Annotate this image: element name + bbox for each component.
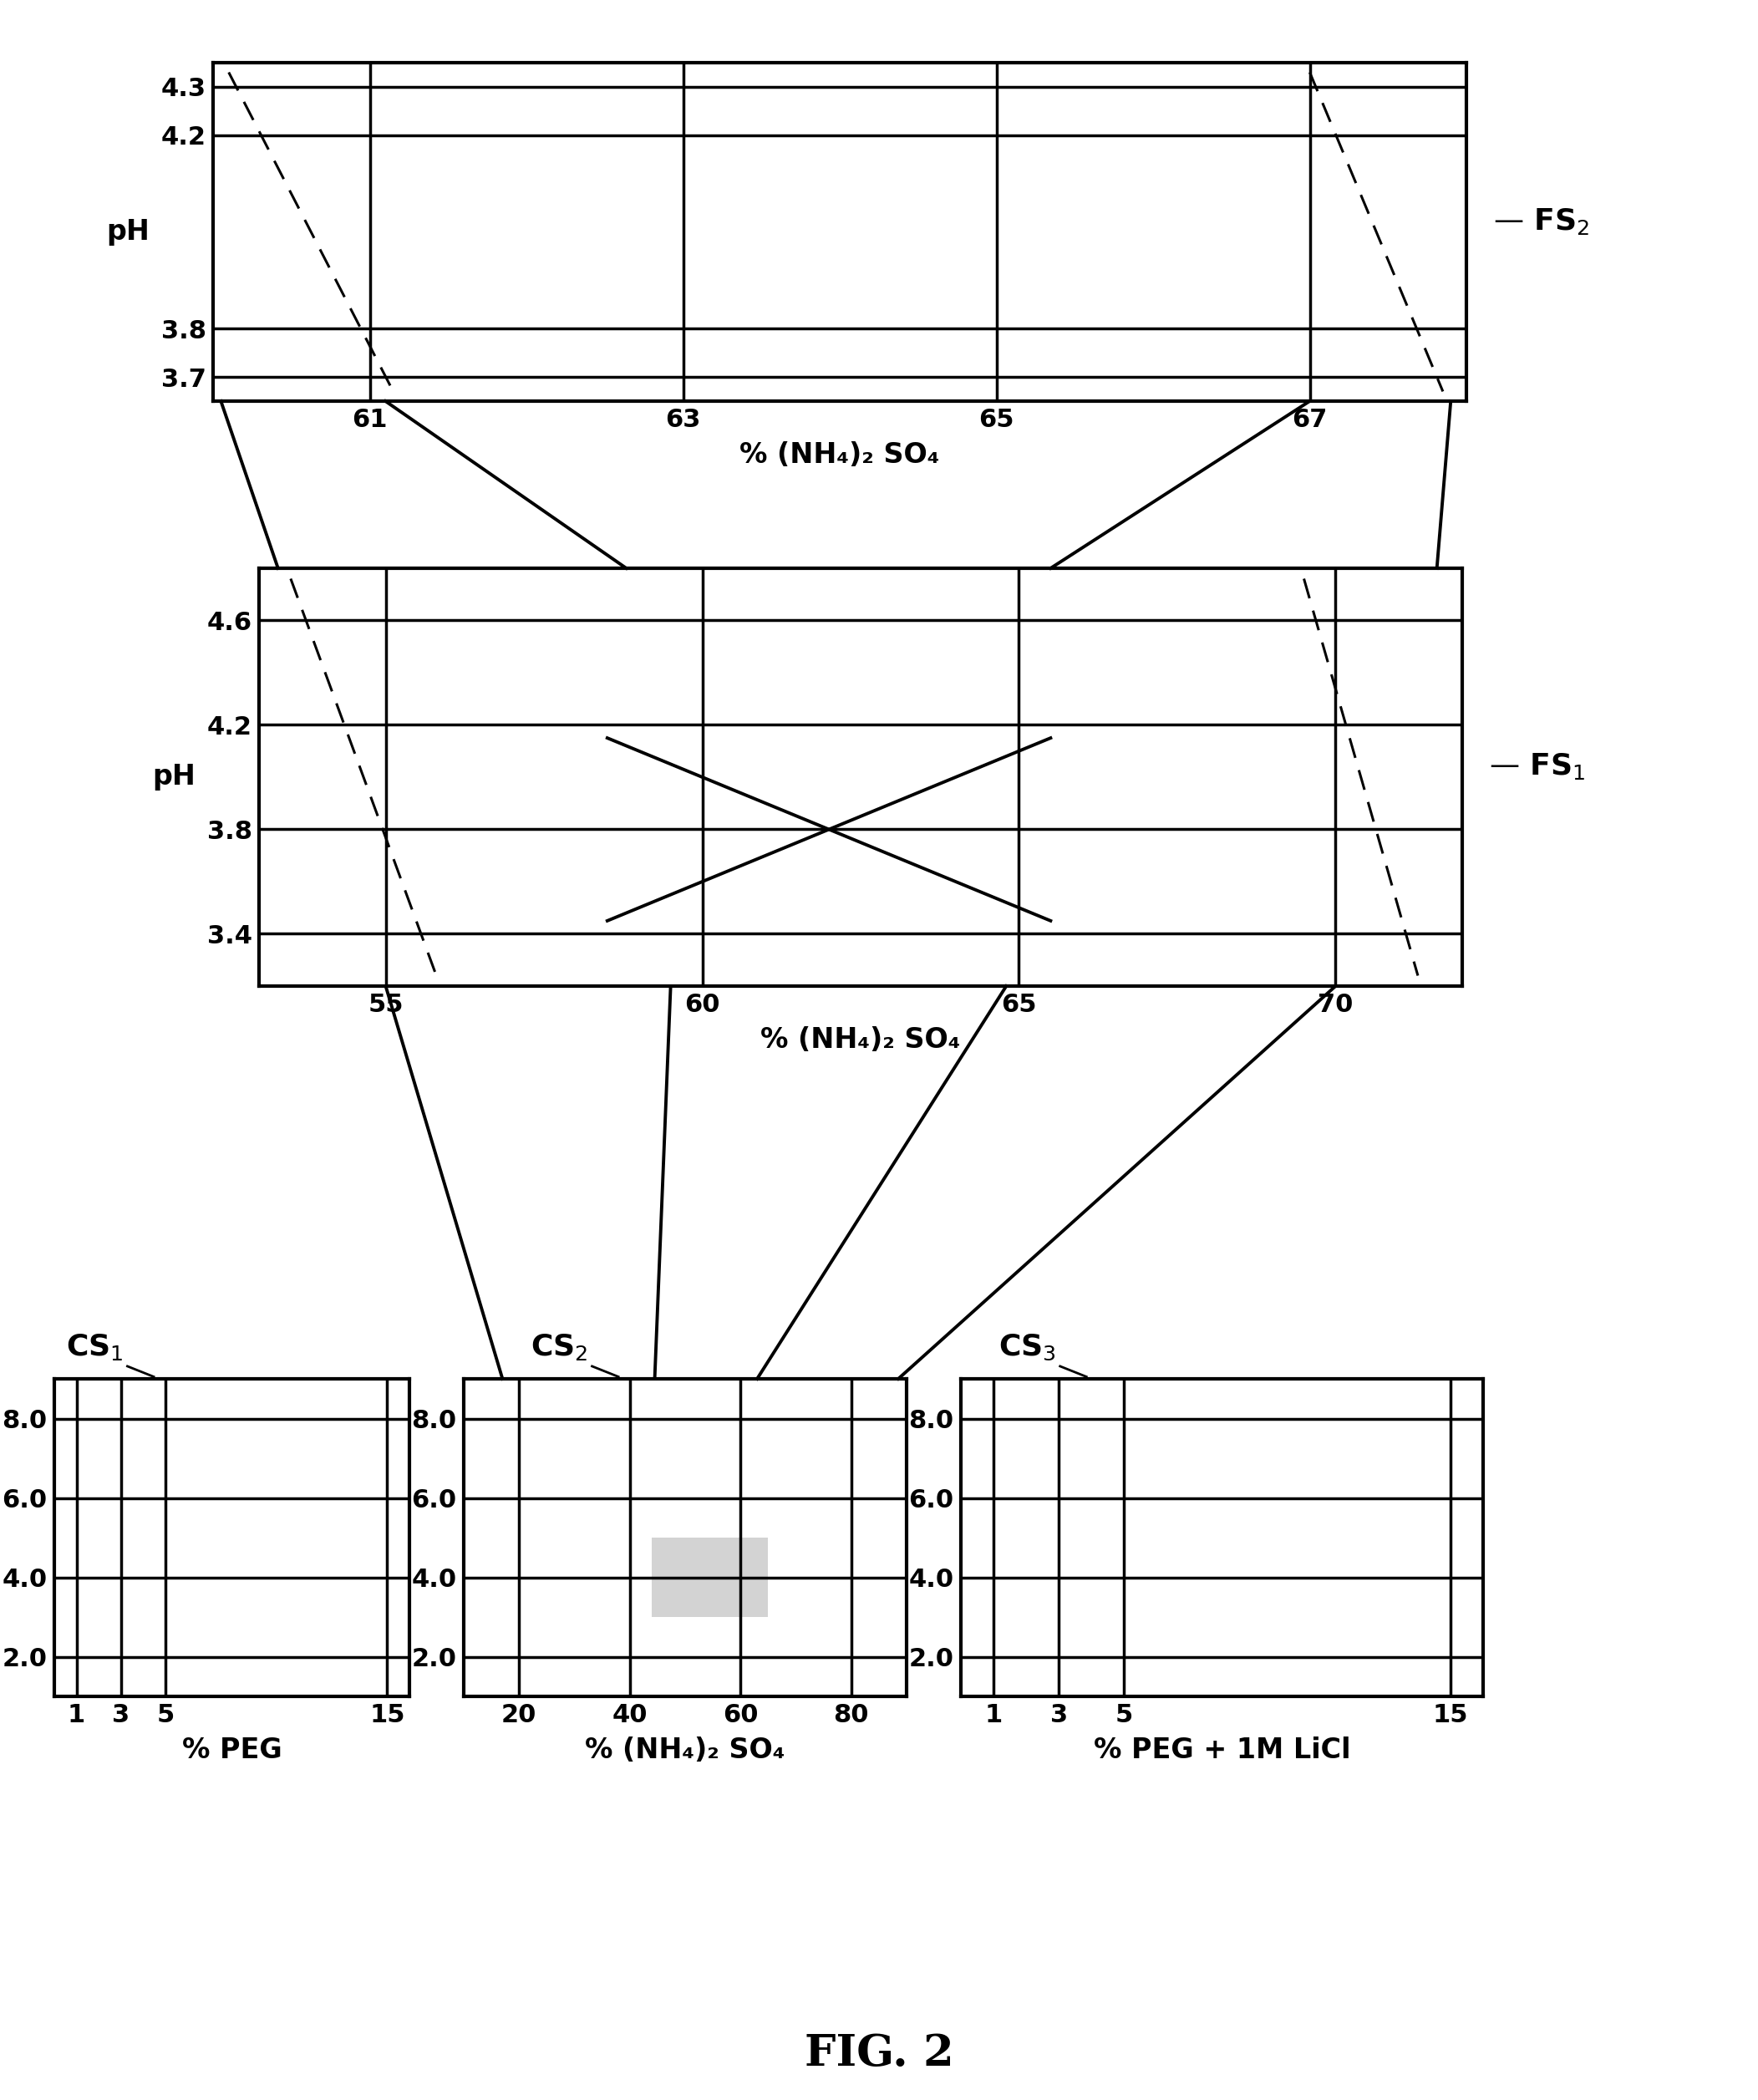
X-axis label: % PEG: % PEG bbox=[181, 1737, 281, 1764]
Y-axis label: pH: pH bbox=[105, 218, 149, 246]
Text: — FS$_1$: — FS$_1$ bbox=[1489, 752, 1586, 781]
Text: CS$_3$: CS$_3$ bbox=[999, 1334, 1057, 1363]
X-axis label: % (NH₄)₂ SO₄: % (NH₄)₂ SO₄ bbox=[585, 1737, 786, 1764]
Bar bbox=[652, 1537, 768, 1617]
X-axis label: % (NH₄)₂ SO₄: % (NH₄)₂ SO₄ bbox=[761, 1027, 960, 1054]
X-axis label: % PEG + 1M LiCl: % PEG + 1M LiCl bbox=[1093, 1737, 1350, 1764]
Text: — FS$_2$: — FS$_2$ bbox=[1493, 206, 1589, 237]
X-axis label: % (NH₄)₂ SO₄: % (NH₄)₂ SO₄ bbox=[740, 441, 941, 468]
Text: CS$_1$: CS$_1$ bbox=[65, 1331, 123, 1363]
Text: FIG. 2: FIG. 2 bbox=[805, 2033, 953, 2075]
Text: CS$_2$: CS$_2$ bbox=[531, 1331, 587, 1363]
Y-axis label: pH: pH bbox=[151, 764, 195, 792]
